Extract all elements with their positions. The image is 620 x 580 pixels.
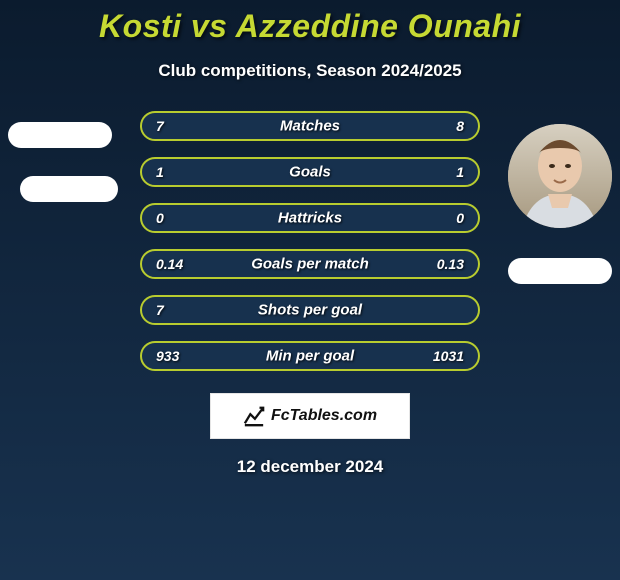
stat-label: Goals [289, 164, 331, 181]
stat-label: Shots per goal [258, 302, 362, 319]
stat-label: Hattricks [278, 210, 342, 227]
chart-icon [243, 405, 265, 427]
stat-left-value: 0 [156, 210, 164, 226]
stat-row: 7 Matches 8 [140, 111, 480, 141]
stat-label: Matches [280, 118, 340, 135]
stat-right-value: 0.13 [437, 256, 464, 272]
stat-label: Goals per match [251, 256, 369, 273]
stat-row: 7 Shots per goal [140, 295, 480, 325]
brand-text: FcTables.com [271, 407, 377, 425]
date-text: 12 december 2024 [0, 457, 620, 477]
stat-left-value: 0.14 [156, 256, 183, 272]
stat-row: 0 Hattricks 0 [140, 203, 480, 233]
stats-container: 7 Matches 8 1 Goals 1 0 Hattricks 0 0.14 Goals per… [140, 111, 480, 371]
stat-left-value: 7 [156, 302, 164, 318]
stat-right-value: 1031 [433, 348, 464, 364]
stat-row: 933 Min per goal 1031 [140, 341, 480, 371]
page-title: Kosti vs Azzeddine Ounahi [0, 8, 620, 45]
stat-left-value: 1 [156, 164, 164, 180]
stat-label: Min per goal [266, 348, 354, 365]
stat-left-value: 7 [156, 118, 164, 134]
stat-left-value: 933 [156, 348, 179, 364]
left-pill-top [8, 122, 112, 148]
stat-row: 1 Goals 1 [140, 157, 480, 187]
stat-right-value: 8 [456, 118, 464, 134]
stat-right-value: 1 [456, 164, 464, 180]
player-right-avatar [508, 124, 612, 228]
brand-box[interactable]: FcTables.com [210, 393, 410, 439]
stat-row: 0.14 Goals per match 0.13 [140, 249, 480, 279]
stat-right-value: 0 [456, 210, 464, 226]
right-pill [508, 258, 612, 284]
subtitle: Club competitions, Season 2024/2025 [0, 61, 620, 81]
left-pill-bottom [20, 176, 118, 202]
